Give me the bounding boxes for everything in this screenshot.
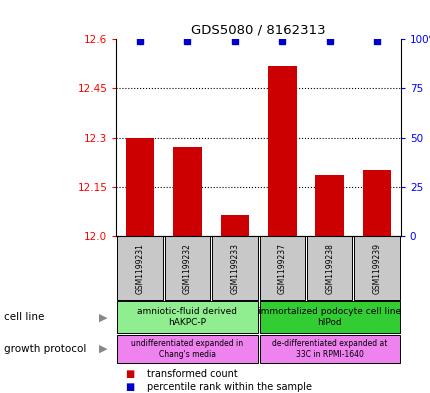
Text: amniotic-fluid derived
hAKPC-P: amniotic-fluid derived hAKPC-P [137,307,237,327]
Bar [267,66,296,236]
Text: cell line: cell line [4,312,45,322]
Bar [126,138,154,236]
Text: transformed count: transformed count [146,369,237,379]
Bar [117,334,257,363]
Text: GSM1199237: GSM1199237 [277,243,286,294]
Bar [173,147,201,236]
Bar [117,237,163,300]
Bar [212,237,257,300]
Bar [259,301,399,333]
Bar [220,215,249,236]
Bar [306,237,352,300]
Title: GDS5080 / 8162313: GDS5080 / 8162313 [191,24,325,37]
Text: percentile rank within the sample: percentile rank within the sample [146,382,311,392]
Text: ▶: ▶ [99,344,108,354]
Text: de-differentiated expanded at
33C in RPMI-1640: de-differentiated expanded at 33C in RPM… [271,339,387,359]
Bar [362,170,390,236]
Text: GSM1199238: GSM1199238 [325,243,333,294]
Text: GSM1199239: GSM1199239 [372,243,381,294]
Text: GSM1199232: GSM1199232 [183,243,191,294]
Text: ▶: ▶ [99,312,108,322]
Bar [117,301,257,333]
Bar [259,334,399,363]
Text: ■: ■ [125,369,134,379]
Text: GSM1199231: GSM1199231 [135,243,144,294]
Text: ■: ■ [125,382,134,392]
Bar [164,237,210,300]
Text: undifferentiated expanded in
Chang's media: undifferentiated expanded in Chang's med… [131,339,243,359]
Text: immortalized podocyte cell line
hIPod: immortalized podocyte cell line hIPod [258,307,400,327]
Bar [315,175,343,236]
Bar [259,237,304,300]
Text: GSM1199233: GSM1199233 [230,243,239,294]
Bar [353,237,399,300]
Text: growth protocol: growth protocol [4,344,86,354]
